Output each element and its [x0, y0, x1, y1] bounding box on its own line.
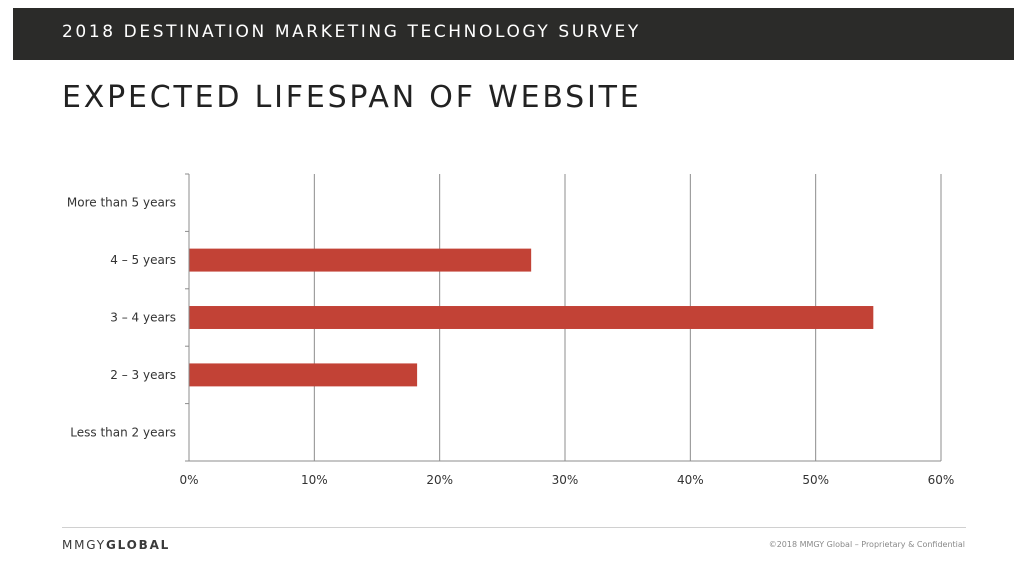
bar: [189, 248, 532, 272]
mmgy-global-logo: MMGYGLOBAL: [62, 538, 170, 552]
bar: [189, 306, 874, 329]
x-tick-label: 0%: [179, 473, 198, 487]
x-tick-label: 40%: [677, 473, 704, 487]
x-tick-label: 20%: [426, 473, 453, 487]
y-tick-label: 3 – 4 years: [110, 311, 176, 325]
logo-text-bold: GLOBAL: [105, 538, 171, 552]
y-tick-label: 4 – 5 years: [110, 253, 176, 267]
x-tick-label: 50%: [802, 473, 829, 487]
copyright-notice: ©2018 MMGY Global – Proprietary & Confid…: [768, 540, 965, 549]
page-title: EXPECTED LIFESPAN OF WEBSITE: [62, 80, 642, 115]
footer-divider: [62, 527, 966, 528]
logo-text-light: MMGY: [62, 538, 106, 552]
y-tick-label: 2 – 3 years: [110, 368, 176, 382]
bar: [189, 363, 418, 387]
header-title: 2018 DESTINATION MARKETING TECHNOLOGY SU…: [62, 22, 641, 42]
x-tick-label: 30%: [552, 473, 579, 487]
y-tick-label: Less than 2 years: [70, 425, 176, 439]
x-tick-label: 60%: [928, 473, 955, 487]
header-bar: 2018 DESTINATION MARKETING TECHNOLOGY SU…: [13, 8, 1014, 60]
y-tick-label: More than 5 years: [67, 196, 176, 210]
x-tick-label: 10%: [301, 473, 328, 487]
